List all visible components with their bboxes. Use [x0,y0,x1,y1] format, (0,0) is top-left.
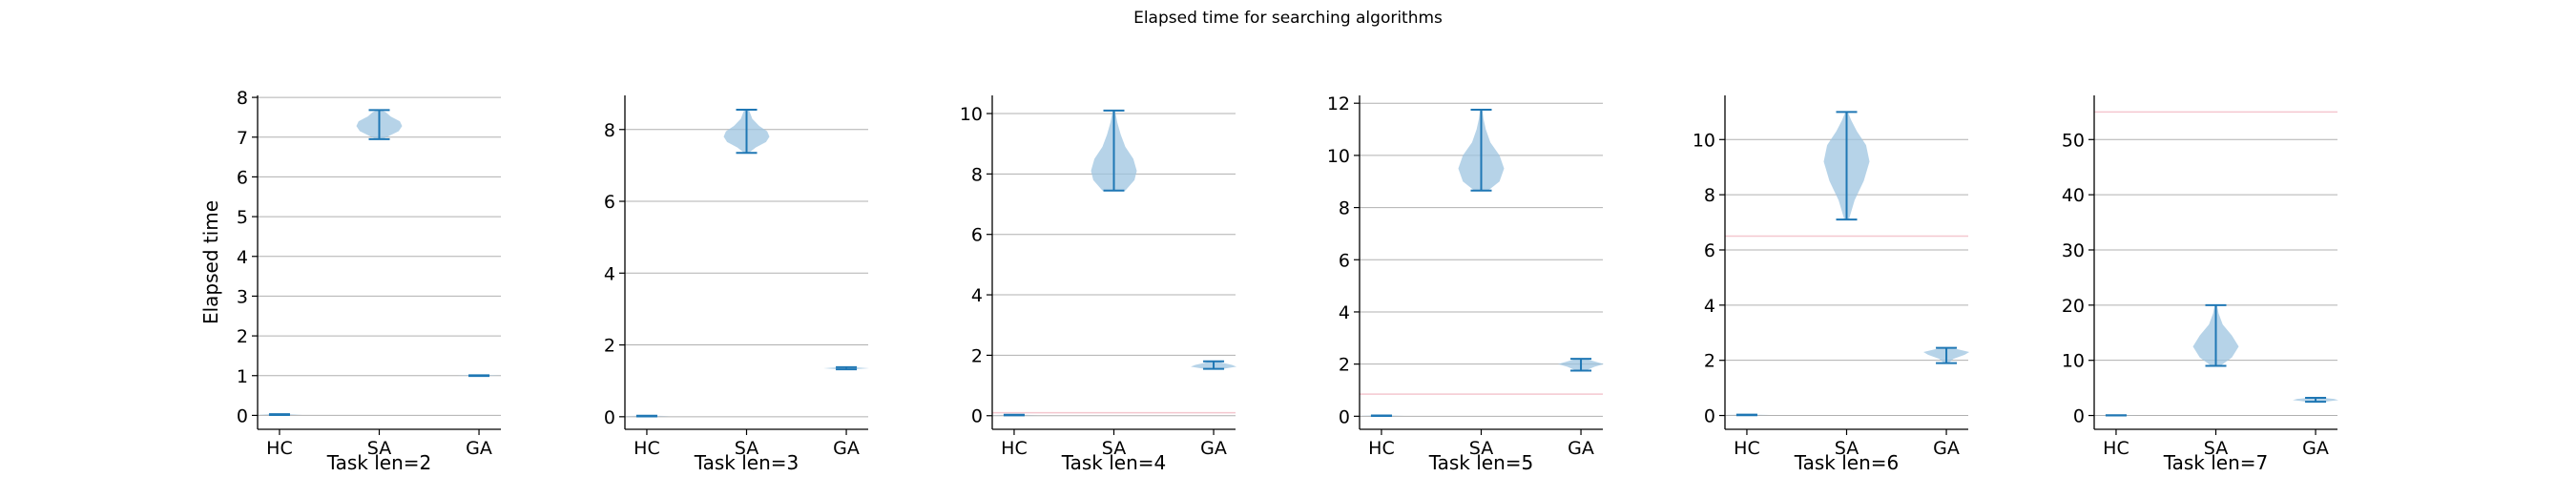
y-tick-label: 4 [237,247,248,268]
y-tick-label: 4 [1704,296,1715,317]
y-tick-label: 12 [1327,93,1350,114]
y-tick-label: 4 [971,285,983,306]
y-tick-label: 2 [237,326,248,347]
y-tick-label: 1 [237,366,248,387]
x-tick-label: GA [1933,438,1960,459]
y-tick-label: 0 [971,406,983,427]
x-tick-label: SA [1835,438,1859,459]
y-tick-label: 8 [1704,185,1715,206]
y-tick-label: 7 [237,128,248,149]
x-tick-label: GA [1568,438,1594,459]
x-tick-label: GA [2302,438,2329,459]
x-tick-label: HC [634,438,660,459]
y-axis-label: Elapsed time [199,200,222,324]
y-tick-label: 2 [604,336,615,357]
y-tick-label: 4 [604,263,615,284]
x-tick-label: SA [735,438,758,459]
y-tick-label: 50 [2062,130,2085,151]
y-tick-label: 10 [1327,146,1350,167]
y-tick-label: 0 [2073,406,2085,427]
y-tick-label: 8 [237,88,248,109]
figure-title: Elapsed time for searching algorithms [1133,9,1443,28]
y-tick-label: 8 [1339,198,1350,219]
y-tick-label: 4 [1339,302,1350,323]
x-axis-label: Task len=4 [1061,451,1167,474]
y-tick-label: 8 [971,164,983,185]
y-tick-label: 6 [604,192,615,213]
y-tick-label: 2 [971,345,983,366]
x-tick-label: SA [367,438,391,459]
y-tick-label: 30 [2062,240,2085,261]
y-tick-label: 6 [971,225,983,246]
y-tick-label: 10 [2062,351,2085,372]
y-tick-label: 2 [1704,351,1715,372]
y-tick-label: 6 [1704,240,1715,261]
y-tick-label: 0 [1339,406,1350,427]
x-tick-label: SA [2204,438,2228,459]
y-tick-label: 40 [2062,185,2085,206]
chart-panel-5: 0 2 4 6 8 10 HC SA GA Task len=6 [1693,95,1970,474]
x-tick-label: HC [2103,438,2129,459]
x-tick-label: HC [1001,438,1028,459]
x-tick-label: GA [833,438,860,459]
y-tick-label: 20 [2062,296,2085,317]
y-tick-label: 8 [604,120,615,141]
x-axis-label: Task len=5 [1428,451,1534,474]
x-tick-label: GA [466,438,492,459]
y-tick-label: 10 [1693,130,1715,151]
y-tick-label: 3 [237,286,248,307]
y-tick-label: 10 [960,104,983,125]
chart-panel-6: 0 10 20 30 40 50 HC SA GA Task len=7 [2062,95,2339,474]
x-axis-label: Task len=2 [326,451,432,474]
y-tick-label: 5 [237,207,248,228]
chart-panel-2: 0 2 4 6 8 HC SA GA Task len=3 [604,95,870,474]
chart-panel-4: 0 2 4 6 8 10 12 HC SA GA Task len=5 [1327,93,1605,474]
x-tick-label: SA [1469,438,1493,459]
y-tick-label: 0 [604,407,615,428]
y-tick-label: 0 [237,405,248,426]
y-tick-label: 2 [1339,355,1350,376]
x-axis-label: Task len=6 [1794,451,1900,474]
x-axis-label: Task len=7 [2163,451,2269,474]
chart-panel-3: 0 2 4 6 8 10 HC SA GA Task len=4 [960,95,1237,474]
x-axis-label: Task len=3 [694,451,800,474]
chart-panel-1: 0 1 2 3 4 5 6 7 8 HC SA GA Task len=2 Elapsed time [199,88,503,474]
x-tick-label: SA [1102,438,1126,459]
x-tick-label: GA [1200,438,1227,459]
x-tick-label: HC [1368,438,1395,459]
y-tick-label: 6 [237,167,248,188]
x-tick-label: HC [266,438,293,459]
y-tick-label: 6 [1339,250,1350,271]
y-tick-label: 0 [1704,406,1715,427]
x-tick-label: HC [1734,438,1760,459]
